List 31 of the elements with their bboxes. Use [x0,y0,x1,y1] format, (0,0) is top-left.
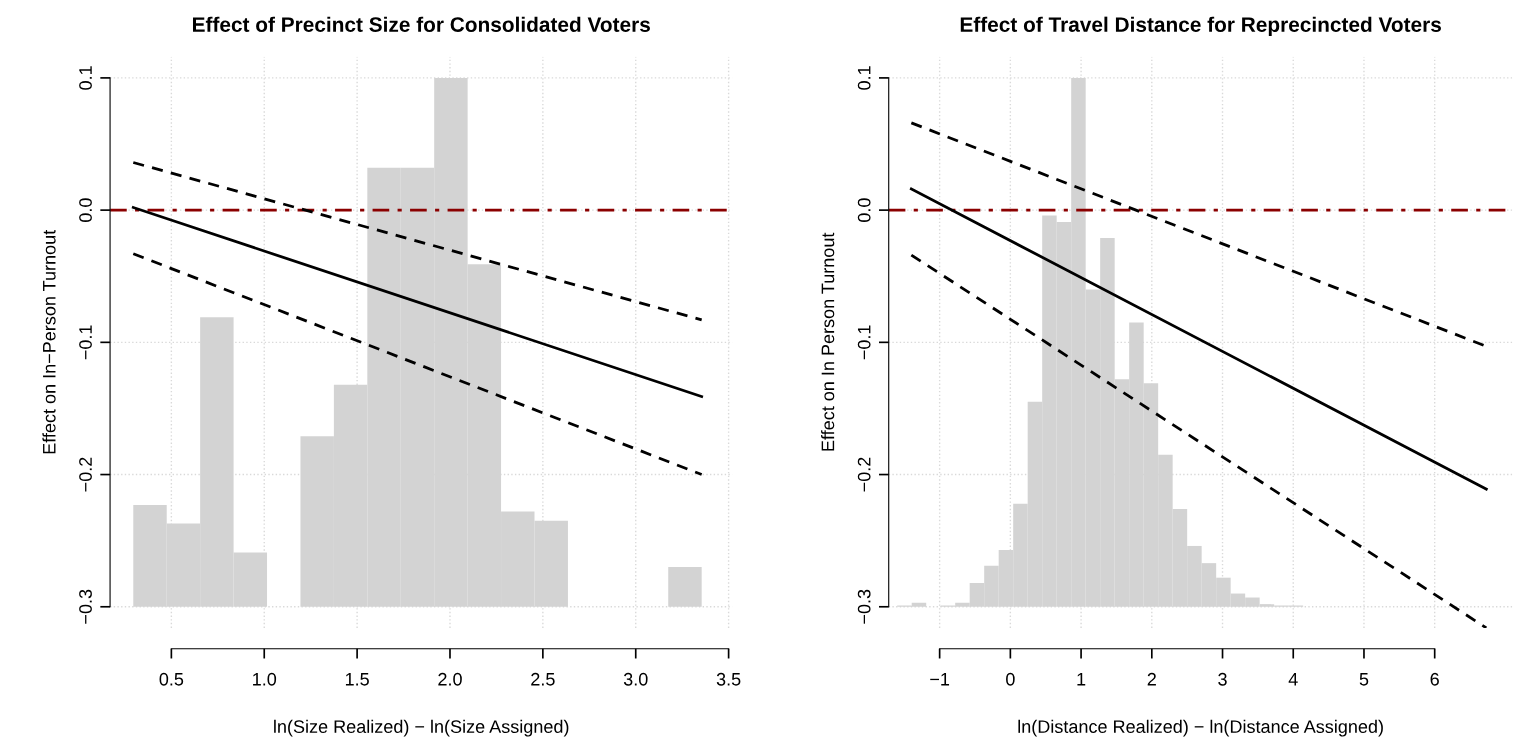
y-axis-title: Effect on In Person Turnout [821,232,835,451]
y-tick-label: −0.3 [857,589,871,624]
x-tick-label: 2.5 [531,672,555,686]
x-tick-label: 5 [1359,673,1369,686]
y-tick-label: 0.1 [79,66,92,90]
x-tick-label: 2.0 [438,672,462,686]
y-tick-label: 0.0 [857,198,871,222]
x-tick-label: 1.0 [253,672,277,686]
y-axis-title: Effect on In−Person Turnout [42,229,56,454]
chart-title: Effect of Precinct Size for Consolidated Voters [193,16,650,32]
x-axis-title: ln(Size Realized) − ln(Size Assigned) [274,719,569,737]
x-tick-label: 1 [1077,673,1086,686]
x-tick-label: 3.0 [623,672,648,686]
x-tick-label: 2 [1147,672,1156,686]
y-tick-label: −0.1 [79,325,92,360]
x-tick-label: 1.5 [345,673,369,686]
x-tick-label: 3 [1218,672,1227,686]
y-tick-label: 0.0 [79,198,92,222]
x-tick-label: 0.5 [159,672,184,686]
y-tick-label: −0.1 [857,325,871,360]
y-tick-label: −0.2 [857,457,871,492]
x-tick-label: 4 [1288,673,1298,686]
y-tick-label: −0.2 [79,457,92,492]
y-tick-label: 0.1 [857,66,871,90]
x-tick-label: −1 [930,673,950,686]
x-axis-title: ln(Distance Realized) − ln(Distance Assigned) [1018,719,1383,737]
x-tick-label: 3.5 [716,672,741,686]
x-tick-label: 0 [1006,672,1015,686]
x-tick-label: 6 [1430,672,1439,686]
y-tick-label: −0.3 [79,589,92,624]
chart-title: Effect of Travel Distance for Reprecincted Voters [960,16,1441,37]
